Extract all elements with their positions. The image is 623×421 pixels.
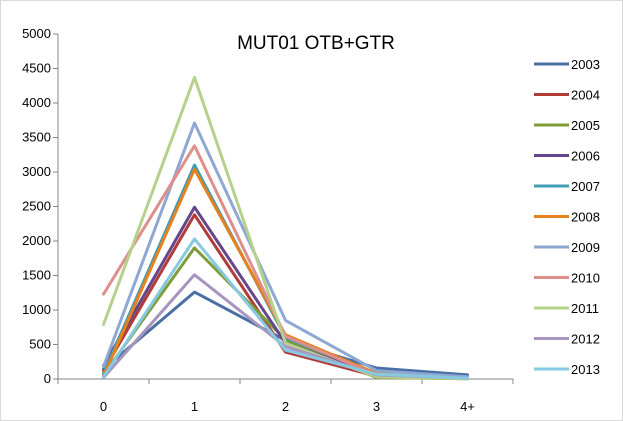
x-tick-label: 3	[373, 399, 380, 414]
y-tick-label: 2500	[22, 199, 51, 214]
legend-label-2012: 2012	[571, 332, 600, 347]
legend-label-2005: 2005	[571, 118, 600, 133]
legend-label-2004: 2004	[571, 88, 600, 103]
legend-label-2009: 2009	[571, 240, 600, 255]
legend-label-2010: 2010	[571, 271, 600, 286]
chart-title: MUT01 OTB+GTR	[237, 33, 395, 54]
x-tick-label: 0	[100, 399, 107, 414]
y-tick-label: 4000	[22, 95, 51, 110]
series-line-2013	[102, 237, 469, 380]
x-tick-label: 4+	[460, 399, 475, 414]
y-tick-label: 4500	[22, 61, 51, 76]
series-line-2012	[102, 273, 469, 380]
y-tick-label: 5000	[22, 26, 51, 41]
x-tick-label: 1	[191, 399, 198, 414]
axes: 0 500 1000 1500 2000 2500 3000 3500 4000 4500 5000…	[22, 26, 514, 414]
legend-label-2003: 2003	[571, 57, 600, 72]
y-tick-label: 500	[29, 337, 51, 352]
x-tick-label: 2	[282, 399, 289, 414]
y-tick-label: 0	[44, 371, 51, 386]
legend-label-2007: 2007	[571, 179, 600, 194]
series-lines	[102, 76, 469, 381]
y-tick-label: 3500	[22, 130, 51, 145]
legend-label-2013: 2013	[571, 362, 600, 377]
legend-label-2006: 2006	[571, 149, 600, 164]
legend-label-2008: 2008	[571, 210, 600, 225]
y-tick-label: 2000	[22, 233, 51, 248]
y-tick-label: 3000	[22, 164, 51, 179]
y-tick-label: 1500	[22, 268, 51, 283]
y-tick-label: 1000	[22, 302, 51, 317]
legend: 2003 2004 2005 2006 2007 2008 2009 2010 2011 2012…	[534, 57, 600, 377]
series-line-2009	[102, 121, 469, 379]
series-line-2005	[102, 246, 469, 381]
legend-label-2011: 2011	[571, 301, 599, 316]
